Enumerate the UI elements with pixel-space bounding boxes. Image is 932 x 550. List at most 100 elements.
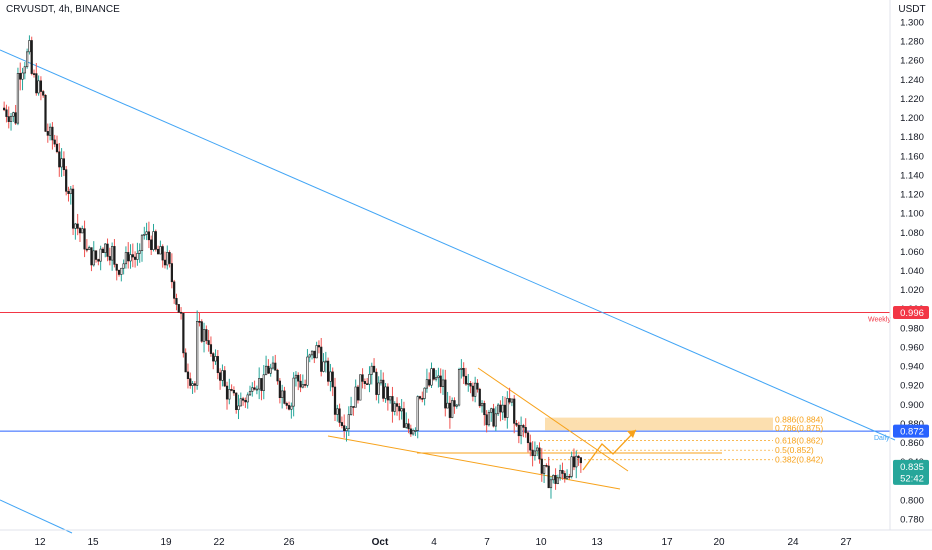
candle-body (90, 247, 93, 266)
time-tick-label: 7 (484, 537, 490, 548)
candle-body (522, 425, 525, 428)
candle-body (416, 396, 419, 431)
candle-body (349, 406, 353, 415)
fib-level-label: 0.886(0.884) (775, 415, 823, 425)
price-tick-label: 1.080 (900, 228, 924, 239)
candle-body (225, 385, 229, 400)
candle-body (485, 414, 488, 426)
candle-body (159, 246, 162, 255)
candle-body (3, 107, 6, 111)
price-tick-label: 1.280 (900, 37, 924, 48)
candle-body (200, 321, 203, 342)
candle-body (439, 375, 442, 387)
candle-body (430, 368, 433, 386)
candle-body (327, 360, 330, 382)
candle-body (556, 477, 559, 484)
candle-body (193, 383, 196, 386)
price-tick-label: 1.180 (900, 132, 924, 143)
candle-body (74, 223, 77, 229)
candle-body (579, 457, 582, 464)
price-tick-label: 0.880 (900, 419, 924, 430)
candle-body (92, 250, 95, 266)
candle-body (223, 370, 226, 387)
candle-body (78, 228, 82, 234)
candle-body (19, 72, 22, 80)
time-tick-label: Oct (372, 537, 389, 548)
candle-body (241, 398, 245, 401)
wedge-upper-line (477, 367, 629, 472)
candle-body (219, 372, 222, 381)
candle-body (235, 392, 238, 410)
candle-body (529, 442, 532, 451)
candle-body (577, 455, 580, 458)
candle-body (12, 112, 15, 117)
candle-body (405, 423, 408, 428)
candle-body (329, 371, 332, 382)
candle-body (136, 253, 139, 260)
candle-body (315, 345, 318, 359)
weekly-price-tag (893, 306, 929, 320)
candle-body (499, 404, 502, 413)
candle-body (168, 252, 171, 264)
candle-body (368, 373, 371, 385)
candle-body (308, 354, 311, 358)
candle-body (538, 447, 541, 460)
candle-body (230, 389, 233, 391)
candle-body (395, 403, 399, 407)
candle-body (299, 380, 302, 388)
candle-body (379, 379, 383, 384)
candle-body (51, 126, 54, 141)
candle-body (55, 143, 59, 153)
fib-level-label: 0.618(0.862) (775, 436, 823, 446)
candle-body (202, 329, 206, 342)
candle-body (209, 344, 213, 354)
candle-body (352, 406, 355, 408)
price-tick-label: 0.800 (900, 495, 924, 506)
candle-body (490, 408, 493, 413)
time-tick-label: 27 (840, 537, 852, 548)
candle-body (184, 352, 187, 373)
candle-body (81, 228, 84, 234)
candle-body (474, 382, 477, 397)
candle-body (26, 51, 29, 68)
price-tick-label: 1.140 (900, 170, 924, 181)
candle-body (506, 398, 509, 418)
candle-body (191, 383, 194, 386)
candle-body (267, 365, 270, 374)
candle-body (552, 475, 555, 481)
weekly-price-tag-label: 0.996 (900, 308, 924, 319)
candle-body (44, 94, 47, 132)
time-tick-label: 22 (213, 537, 225, 548)
price-tick-label: 1.220 (900, 94, 924, 105)
candle-body (480, 402, 484, 407)
candle-body (244, 400, 247, 403)
projection-arrow-head (627, 430, 636, 438)
candle-body (517, 424, 520, 437)
candle-body (62, 158, 65, 171)
candle-body (14, 112, 17, 124)
candle-body (497, 404, 500, 415)
candle-body (451, 400, 454, 418)
candle-body (513, 398, 516, 424)
candle-body (575, 455, 578, 468)
candle-body (455, 404, 458, 407)
candle-body (65, 169, 68, 192)
candle-body (129, 254, 132, 262)
candle-body (471, 385, 474, 397)
candle-body (382, 379, 385, 399)
candle-body (9, 115, 13, 122)
time-tick-label: 13 (591, 537, 603, 548)
candle-body (547, 465, 550, 489)
candle-body (536, 447, 539, 452)
candle-body (520, 425, 523, 437)
candle-body (483, 402, 486, 416)
candle-body (21, 72, 24, 80)
candle-body (120, 267, 123, 275)
price-tick-label: 1.100 (900, 209, 924, 220)
candle-body (138, 250, 141, 254)
candle-body (366, 383, 369, 385)
candle-body (345, 428, 348, 431)
price-tick-label: 1.160 (900, 151, 924, 162)
candle-body (37, 80, 40, 94)
